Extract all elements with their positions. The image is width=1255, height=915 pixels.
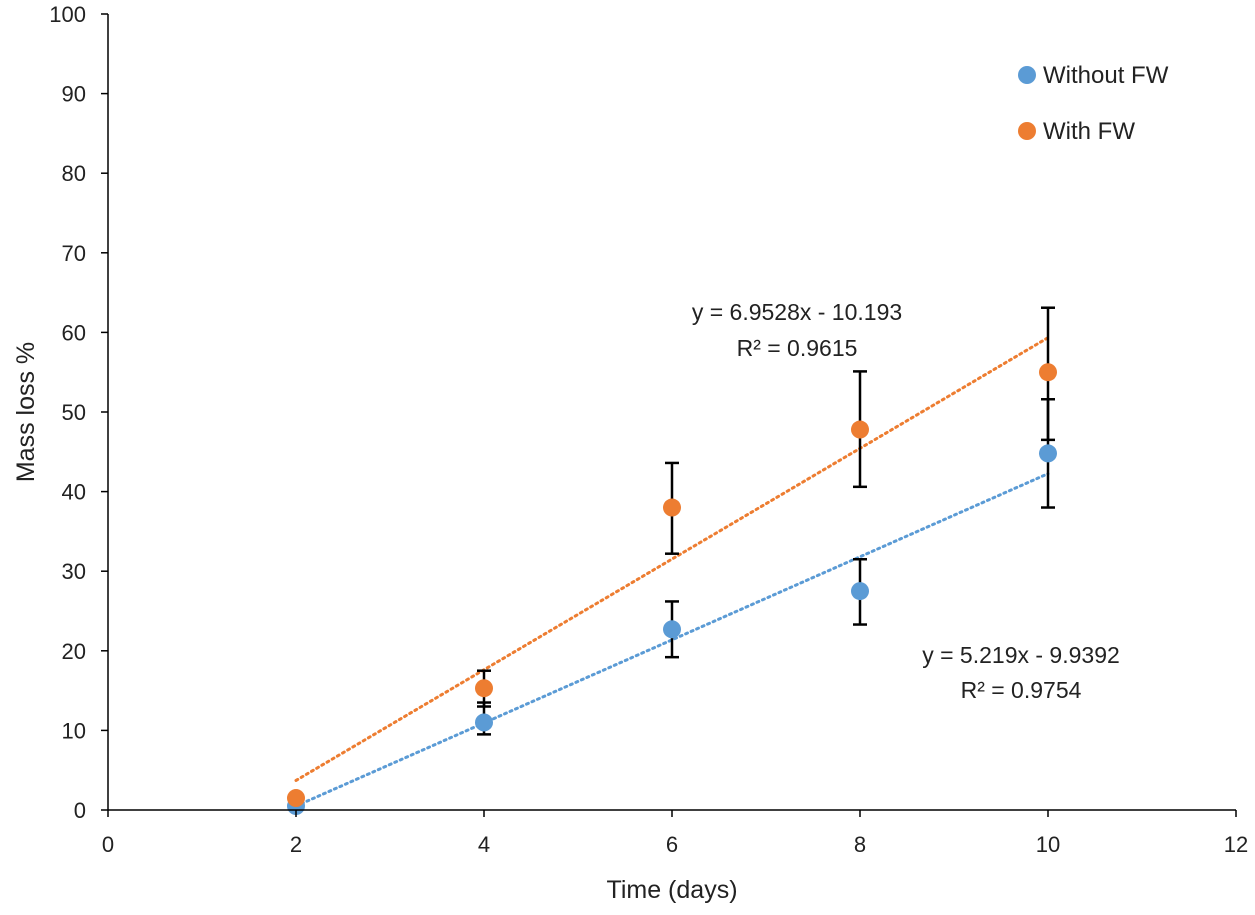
r2-with-fw: R² = 0.9615 [737, 335, 858, 361]
data-point-without-fw [1039, 444, 1057, 463]
trendlines [294, 336, 1050, 808]
legend-item-with-fw: With FW [1018, 118, 1135, 145]
legend-item-without-fw: Without FW [1018, 62, 1169, 89]
x-tick-label: 2 [290, 832, 302, 857]
y-tick-label: 90 [62, 82, 86, 107]
trendline-equation-with-fw: y = 6.9528x - 10.193 R² = 0.9615 [692, 299, 902, 361]
y-ticks: 0 10 20 30 40 50 60 70 80 90 100 [49, 2, 108, 823]
x-tick-label: 12 [1224, 832, 1248, 857]
data-point-without-fw [663, 620, 681, 639]
data-point-without-fw [475, 713, 493, 732]
x-tick-label: 10 [1036, 832, 1060, 857]
y-tick-label: 30 [62, 559, 86, 584]
y-tick-label: 10 [62, 718, 86, 743]
axes: 0 10 20 30 40 50 60 70 80 90 100 0 2 4 6 8 10 12 [49, 2, 1248, 857]
y-tick-label: 50 [62, 400, 86, 425]
plot-area [287, 306, 1057, 816]
equation-without-fw: y = 5.219x - 9.9392 [922, 642, 1120, 668]
data-point-with-fw [851, 420, 869, 439]
legend-marker-without-fw [1018, 66, 1036, 84]
data-point-with-fw [475, 679, 493, 698]
trendline-equation-without-fw: y = 5.219x - 9.9392 R² = 0.9754 [922, 642, 1120, 703]
legend: Without FW With FW [1018, 62, 1169, 145]
x-tick-label: 6 [666, 832, 678, 857]
data-point-with-fw [287, 789, 305, 808]
data-point-without-fw [851, 582, 869, 601]
trendline-with-fw [294, 336, 1050, 782]
x-ticks: 0 2 4 6 8 10 12 [102, 810, 1248, 857]
y-axis-title: Mass loss % [12, 342, 40, 482]
x-tick-label: 8 [854, 832, 866, 857]
y-tick-label: 100 [49, 2, 86, 27]
y-tick-label: 0 [74, 798, 86, 823]
x-tick-label: 0 [102, 832, 114, 857]
data-points [287, 363, 1057, 816]
data-point-with-fw [663, 498, 681, 517]
r2-without-fw: R² = 0.9754 [961, 677, 1082, 703]
legend-marker-with-fw [1018, 122, 1036, 140]
y-tick-label: 20 [62, 639, 86, 664]
legend-label-without-fw: Without FW [1043, 62, 1169, 89]
y-tick-label: 70 [62, 241, 86, 266]
y-tick-label: 60 [62, 320, 86, 345]
y-tick-label: 80 [62, 161, 86, 186]
data-point-with-fw [1039, 363, 1057, 382]
error-bars [289, 306, 1055, 812]
x-axis-title: Time (days) [606, 876, 737, 904]
legend-label-with-fw: With FW [1043, 118, 1135, 145]
x-tick-label: 4 [478, 832, 490, 857]
y-tick-label: 40 [62, 480, 86, 505]
equation-with-fw: y = 6.9528x - 10.193 [692, 299, 902, 325]
